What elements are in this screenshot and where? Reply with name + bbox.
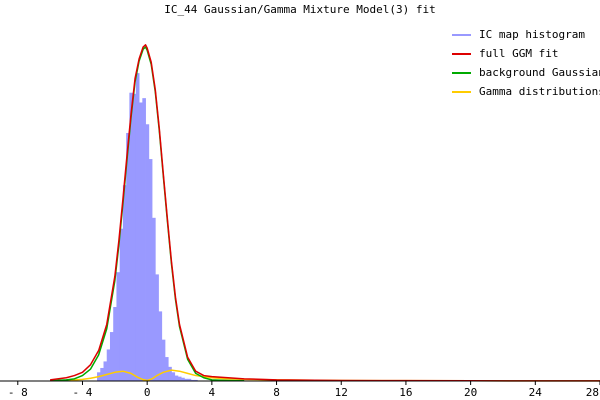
histogram-bar: [158, 311, 163, 381]
histogram-bar: [164, 357, 169, 381]
histogram-bar: [119, 228, 124, 381]
histogram-bar: [116, 272, 121, 381]
x-tick-label: 12: [335, 386, 348, 399]
histogram-bar: [135, 73, 140, 381]
histogram-bar: [148, 159, 153, 381]
background-gaussian-line: [50, 46, 245, 382]
histogram-bar: [174, 375, 179, 381]
histogram-bar: [106, 349, 111, 381]
histogram-bar: [161, 339, 166, 381]
legend-swatch-gamma: [452, 91, 471, 93]
x-tick-label: - 4: [73, 386, 93, 399]
histogram-bar: [187, 378, 192, 381]
histogram-bar: [109, 332, 114, 381]
legend-label-gamma: Gamma distributions: [479, 85, 600, 98]
histogram-bar: [113, 307, 117, 381]
histogram-bar: [132, 93, 137, 382]
legend-item-histogram: IC map histogram: [452, 27, 600, 46]
x-axis-ticks: - 8 - 4 0 4 8 12 16 20 24 28: [8, 381, 600, 399]
histogram-bar: [139, 102, 143, 381]
legend-swatch-full-fit: [452, 53, 471, 55]
histogram-bar: [122, 185, 127, 381]
x-tick-label: 16: [399, 386, 412, 399]
legend: IC map histogram full GGM fit background…: [452, 27, 600, 103]
x-tick-label: 24: [529, 386, 543, 399]
histogram-bar: [190, 379, 195, 381]
histogram-bar: [181, 377, 185, 381]
histogram-bar: [152, 217, 156, 381]
x-tick-label: 4: [209, 386, 216, 399]
fit-lines-layer: [50, 44, 600, 382]
legend-swatch-background-gaussian: [452, 72, 471, 74]
legend-swatch-histogram: [452, 34, 471, 36]
x-tick-label: 8: [273, 386, 280, 399]
histogram-bar: [177, 376, 182, 381]
histogram-bar: [142, 98, 146, 382]
histogram-bar: [129, 92, 134, 382]
x-tick-label: 0: [144, 386, 151, 399]
histogram-bar: [171, 372, 176, 381]
histogram-bar: [126, 132, 130, 381]
x-tick-label: 20: [464, 386, 477, 399]
x-tick-label: 28: [586, 386, 599, 399]
histogram-bar: [184, 378, 188, 381]
legend-label-histogram: IC map histogram: [479, 28, 585, 41]
histogram-bar: [194, 379, 198, 381]
legend-item-background-gaussian: background Gaussian: [452, 65, 600, 84]
legend-item-full-fit: full GGM fit: [452, 46, 600, 65]
legend-item-gamma: Gamma distributions: [452, 84, 600, 103]
legend-label-background-gaussian: background Gaussian: [479, 66, 600, 79]
legend-label-full-fit: full GGM fit: [479, 47, 559, 60]
histogram-bar: [103, 361, 108, 381]
chart-title: IC_44 Gaussian/Gamma Mixture Model(3) fi…: [164, 3, 436, 16]
histogram-bar: [100, 367, 104, 381]
histogram-bar: [155, 274, 159, 381]
histogram-bar: [145, 124, 150, 381]
full-ggm-fit-line: [50, 44, 600, 382]
histogram-layer: [97, 73, 198, 382]
histogram-bar: [168, 366, 172, 381]
x-tick-label: - 8: [8, 386, 28, 399]
